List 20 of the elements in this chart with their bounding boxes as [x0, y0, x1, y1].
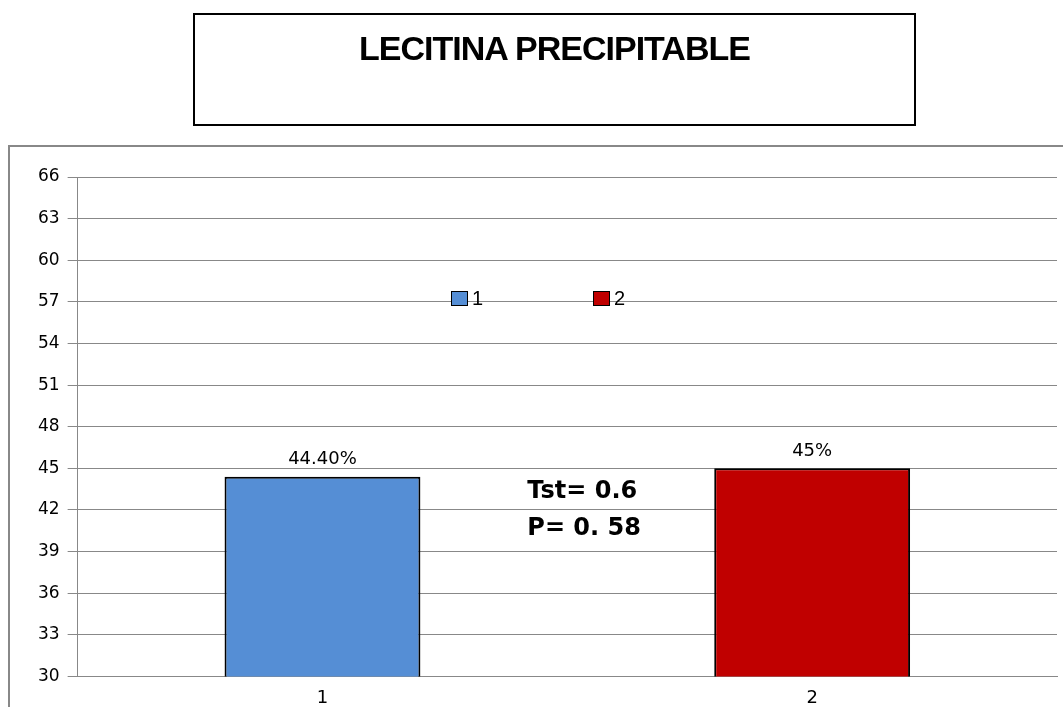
- chart-title: LECITINA PRECIPITABLE: [193, 13, 916, 126]
- annotation: P= 0. 58: [527, 513, 641, 542]
- legend-label: 1: [470, 287, 483, 310]
- y-tick-label: 36: [37, 581, 60, 602]
- y-tick-label: 57: [37, 290, 60, 311]
- y-tick-label: 30: [37, 664, 60, 685]
- y-tick-label: 48: [37, 415, 60, 436]
- y-tick-label: 60: [37, 248, 60, 269]
- y-tick-label: 51: [37, 373, 60, 394]
- y-tick-label: 33: [37, 623, 60, 644]
- y-tick-label: 45: [37, 456, 60, 477]
- data-label: 44.40%: [288, 447, 357, 469]
- y-tick-label: 54: [37, 331, 60, 352]
- y-tick-label: 66: [37, 165, 60, 186]
- annotation: Tst= 0.6: [527, 475, 638, 504]
- y-tick-label: 63: [37, 207, 60, 228]
- legend-label: 2: [613, 287, 626, 310]
- y-tick-label: 39: [37, 539, 60, 560]
- data-label: 45%: [792, 438, 833, 460]
- y-tick-label: 42: [37, 498, 60, 519]
